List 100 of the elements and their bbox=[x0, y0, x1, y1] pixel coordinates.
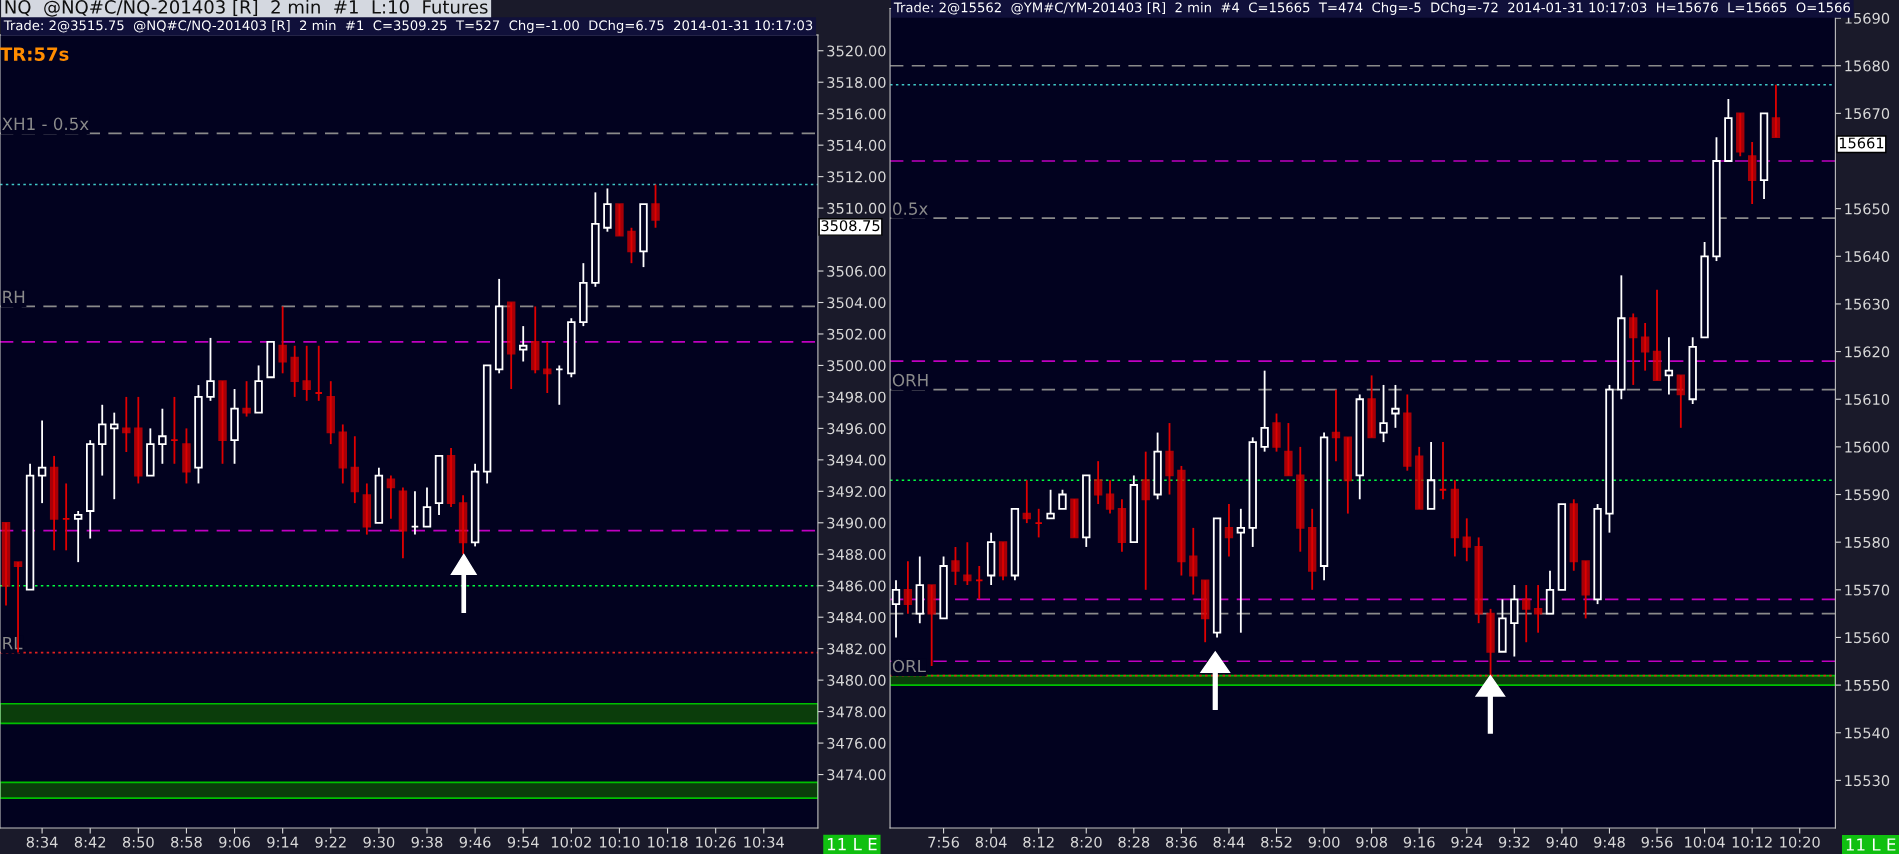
y-tick-label: 15530 bbox=[1845, 775, 1890, 787]
candlestick bbox=[1105, 479, 1115, 515]
y-tick-label: 3488.00 bbox=[827, 548, 886, 560]
candlestick bbox=[1771, 83, 1781, 139]
candlestick bbox=[627, 226, 636, 265]
x-tick-label: 8:12 bbox=[1023, 836, 1054, 848]
candlestick bbox=[1747, 141, 1757, 205]
y-tick-label: 3506.00 bbox=[827, 265, 886, 277]
y-tick-label: 3484.00 bbox=[827, 611, 886, 623]
y-tick-label: 15580 bbox=[1845, 536, 1890, 548]
y-tick-label: 15590 bbox=[1845, 489, 1890, 501]
y-tick-label: 3516.00 bbox=[827, 108, 886, 120]
y-tick-label: 15600 bbox=[1845, 441, 1890, 453]
candlestick bbox=[1522, 584, 1531, 644]
candlestick bbox=[963, 541, 972, 586]
candlestick bbox=[1462, 517, 1471, 563]
y-tick-label: 3510.00 bbox=[827, 202, 886, 214]
x-tick-label: 9:24 bbox=[1451, 836, 1483, 848]
chart-subtitle: Trade: 2@15562 @YM#C/YM-201403 [R] 2 min #4 C=15665 T=474 Chg=-5 DChg=-72 2014-01-31 10:17:03 H=15676 L=15665 O=1566 bbox=[893, 2, 1851, 15]
x-tick-label: 9:16 bbox=[1403, 836, 1435, 848]
y-tick-label: 3478.00 bbox=[827, 706, 886, 718]
candlestick bbox=[37, 419, 47, 505]
x-tick-label: 9:22 bbox=[315, 836, 346, 848]
y-tick-label: 15650 bbox=[1845, 203, 1890, 215]
candlestick bbox=[1022, 479, 1031, 525]
x-tick-label: 9:14 bbox=[267, 836, 299, 848]
y-tick-label: 3520.00 bbox=[827, 45, 886, 57]
candlestick bbox=[1545, 569, 1555, 615]
x-tick-label: 9:54 bbox=[507, 836, 539, 848]
candlestick bbox=[158, 407, 167, 465]
candlestick bbox=[98, 403, 107, 477]
candlestick bbox=[1664, 336, 1674, 396]
candlestick bbox=[1379, 384, 1388, 444]
y-tick-label: 3500.00 bbox=[827, 360, 886, 372]
candlestick bbox=[1236, 507, 1246, 634]
ref-line-label: ORH bbox=[892, 373, 928, 387]
candlestick bbox=[519, 325, 528, 363]
candlestick bbox=[386, 474, 396, 520]
x-tick-label: 8:50 bbox=[122, 836, 154, 848]
candlestick bbox=[1629, 312, 1638, 386]
text: 3508.75 bbox=[821, 220, 880, 232]
y-tick-label: 15610 bbox=[1845, 393, 1890, 405]
x-tick-label: 9:48 bbox=[1594, 836, 1625, 848]
x-tick-label: 9:38 bbox=[411, 836, 443, 848]
x-tick-label: 10:26 bbox=[696, 836, 736, 848]
candlestick bbox=[1284, 422, 1293, 477]
x-tick-label: 8:36 bbox=[1166, 836, 1197, 848]
candlestick bbox=[1165, 422, 1174, 496]
x-tick-label: 10:34 bbox=[744, 836, 784, 848]
x-tick-label: 7:56 bbox=[928, 836, 960, 848]
y-tick-label: 15540 bbox=[1845, 727, 1890, 739]
candlestick bbox=[350, 435, 360, 505]
y-tick-label: 3512.00 bbox=[827, 171, 886, 183]
ref-line-label: XH1 - 0.5x bbox=[2, 117, 89, 131]
x-tick-label: 8:04 bbox=[975, 836, 1007, 848]
ref-line-label: 0.5x bbox=[893, 202, 928, 215]
candlestick bbox=[290, 344, 299, 398]
candlestick bbox=[543, 340, 552, 394]
x-tick-label: 9:06 bbox=[219, 836, 250, 848]
y-tick-label: 15570 bbox=[1845, 584, 1890, 596]
candlestick bbox=[1141, 450, 1150, 591]
y-tick-label: 3490.00 bbox=[827, 517, 886, 529]
x-tick-label: 10:04 bbox=[1685, 836, 1725, 848]
candlestick bbox=[1058, 488, 1067, 510]
x-tick-label: 10:20 bbox=[1780, 836, 1820, 848]
candlestick bbox=[302, 344, 311, 402]
y-tick-label: 3480.00 bbox=[827, 674, 886, 686]
x-tick-label: 9:46 bbox=[459, 836, 491, 848]
candlestick bbox=[242, 380, 251, 418]
y-tick-label: 3474.00 bbox=[827, 769, 886, 781]
x-tick-label: 10:18 bbox=[648, 836, 688, 848]
y-tick-label: 15560 bbox=[1845, 632, 1890, 644]
x-tick-label: 9:32 bbox=[1498, 836, 1530, 848]
ref-line-label: ORL bbox=[892, 659, 926, 673]
candlestick bbox=[1093, 460, 1103, 505]
x-tick-label: 9:30 bbox=[363, 836, 395, 848]
candlestick bbox=[1224, 503, 1234, 558]
text: 15661 bbox=[1839, 137, 1884, 149]
chart-subtitle: Trade: 2@3515.75 @NQ#C/NQ-201403 [R] 2 min #1 C=3509.25 T=527 Chg=-1.00 DChg=6.75 2014-01-31 10:17:03 bbox=[3, 20, 813, 33]
candlestick bbox=[1533, 584, 1543, 634]
candlestick bbox=[951, 546, 960, 586]
y-tick-label: 3482.00 bbox=[827, 643, 886, 655]
y-tick-label: 15640 bbox=[1845, 251, 1890, 263]
y-tick-label: 15670 bbox=[1845, 108, 1890, 120]
candlestick bbox=[651, 183, 660, 229]
candlestick bbox=[1391, 384, 1400, 429]
y-tick-label: 15550 bbox=[1845, 679, 1890, 691]
y-tick-label: 3518.00 bbox=[827, 76, 886, 88]
candlestick bbox=[1331, 388, 1341, 463]
x-tick-label: 10:10 bbox=[600, 836, 640, 848]
x-tick-label: 8:58 bbox=[171, 836, 202, 848]
text: 11 L E bbox=[1846, 838, 1896, 851]
y-tick-label: 3492.00 bbox=[827, 486, 886, 498]
x-tick-label: 9:40 bbox=[1546, 836, 1578, 848]
candlestick bbox=[1260, 369, 1269, 453]
candlestick bbox=[278, 305, 287, 375]
candlestick bbox=[1676, 374, 1685, 429]
x-tick-label: 10:02 bbox=[551, 836, 591, 848]
y-tick-label: 3496.00 bbox=[827, 423, 886, 435]
x-tick-label: 8:28 bbox=[1118, 836, 1150, 848]
